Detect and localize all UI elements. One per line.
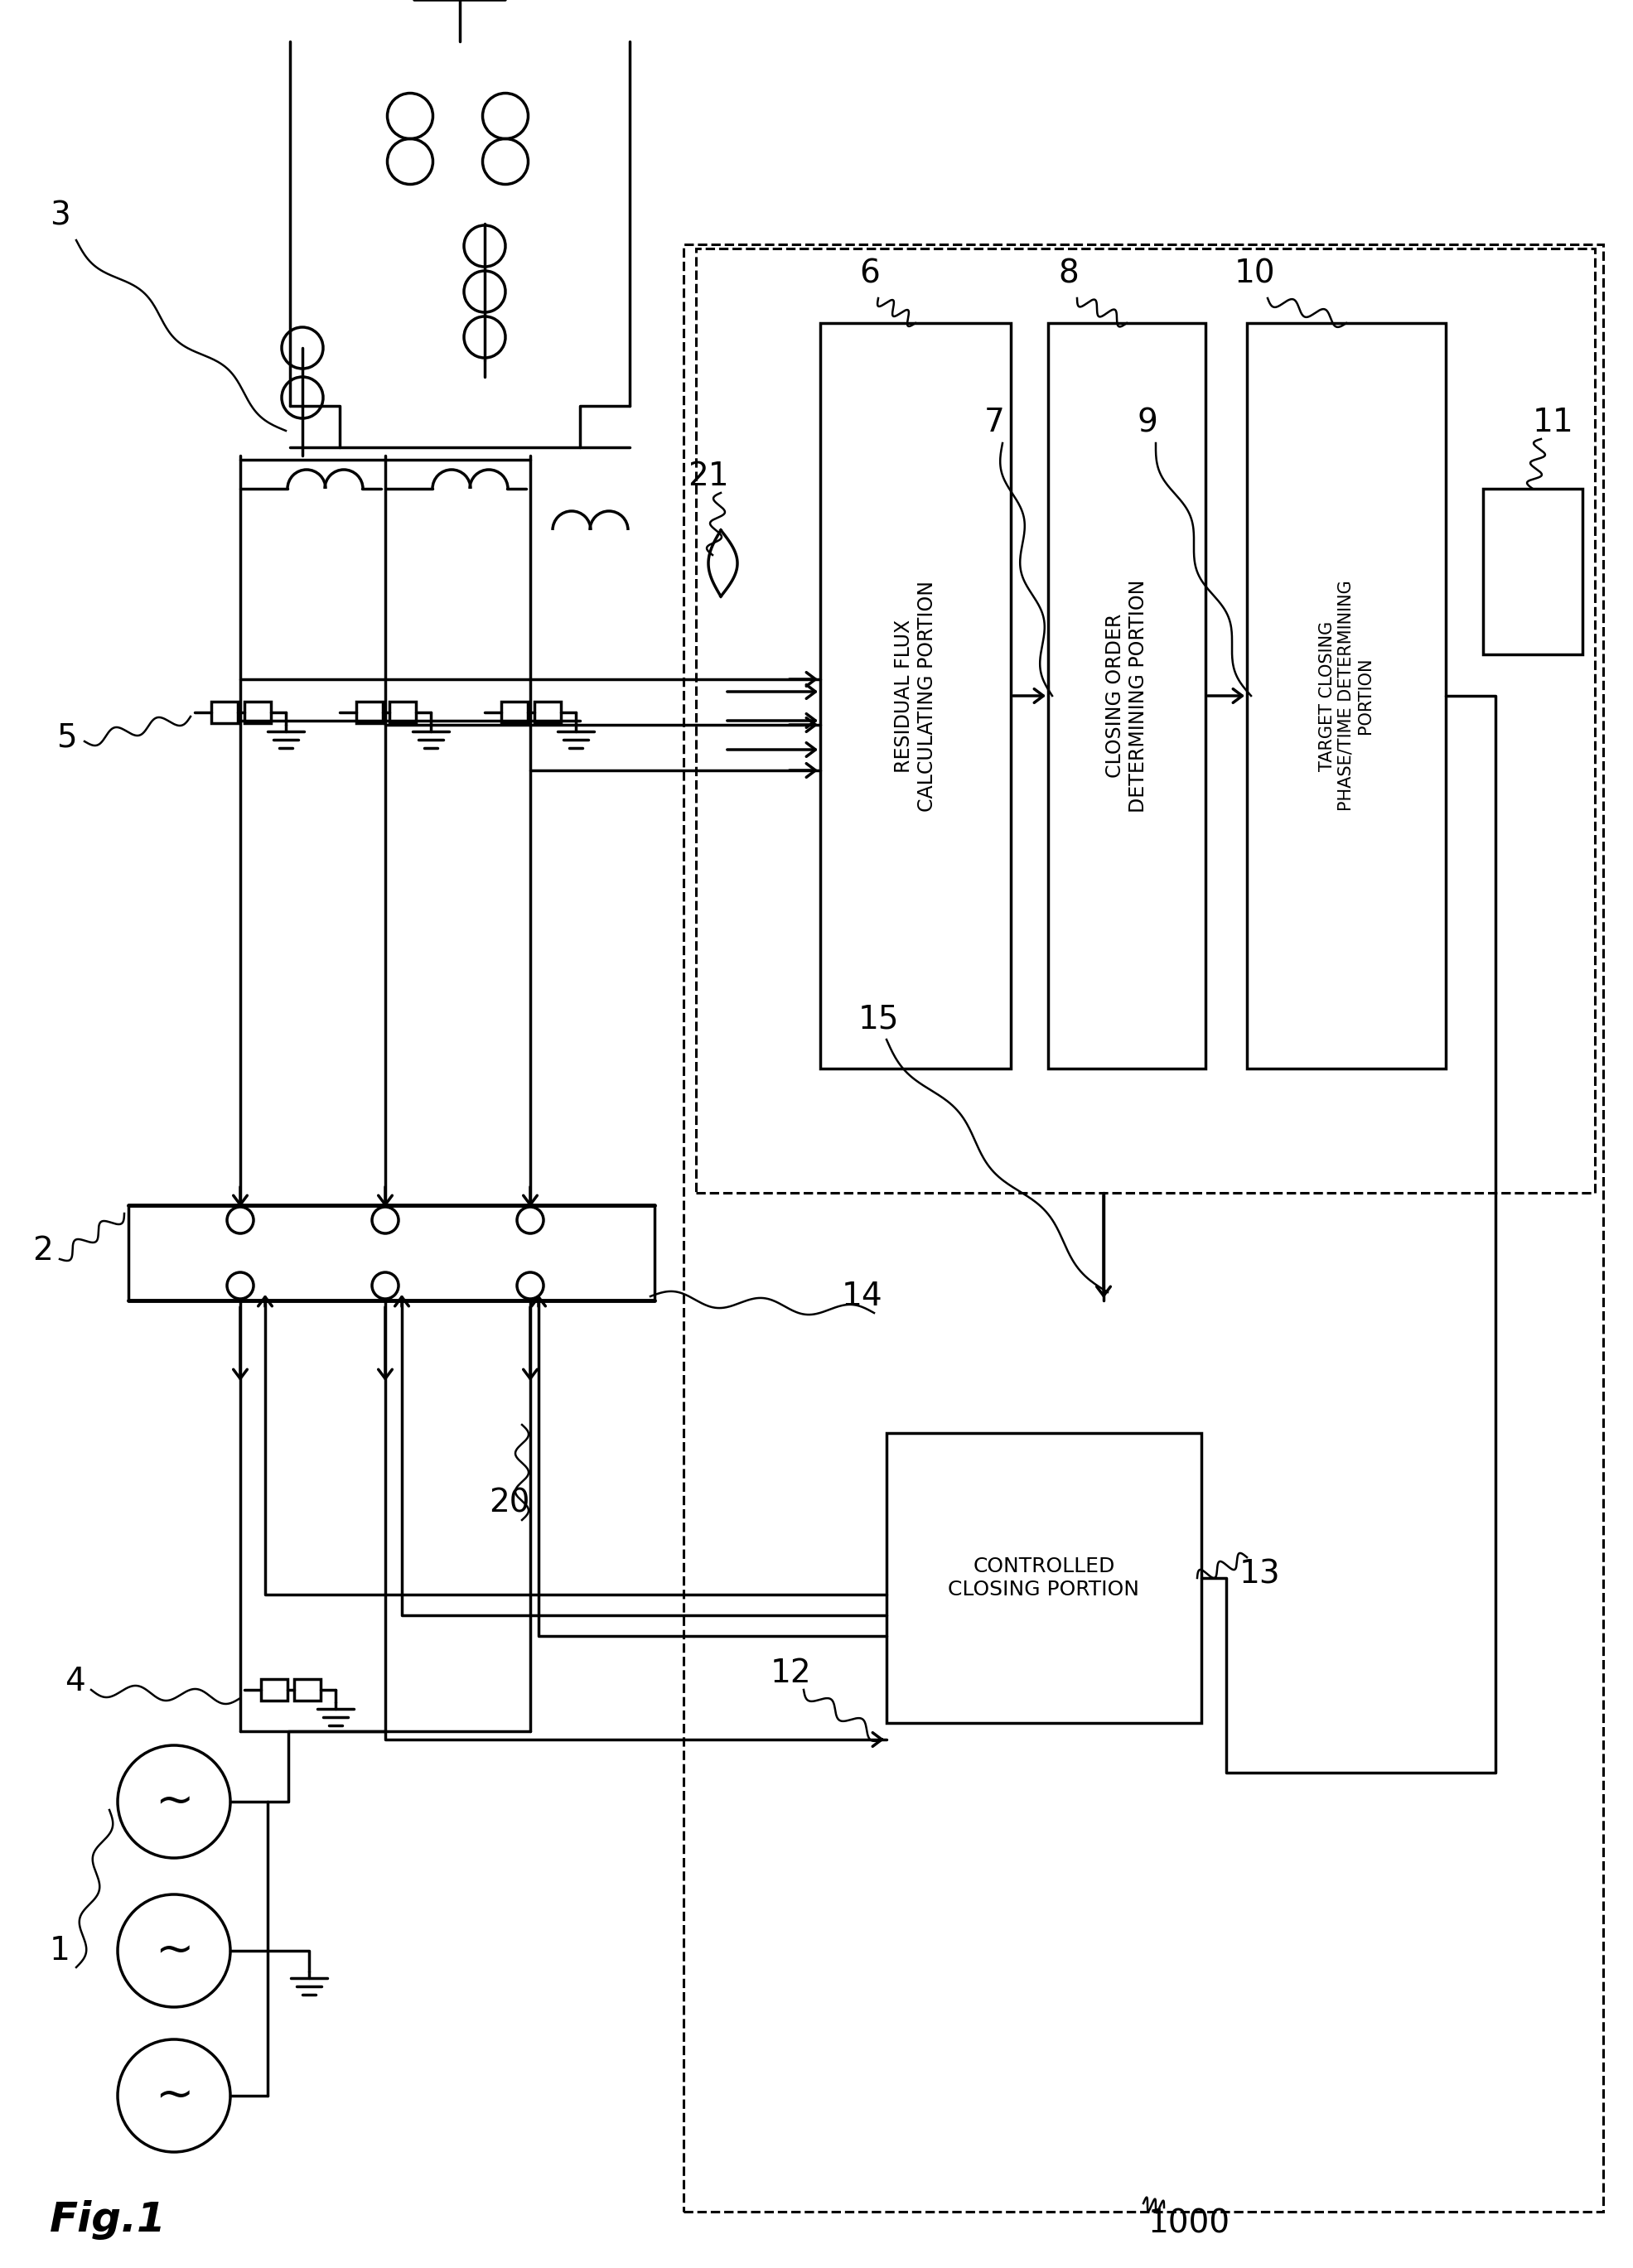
Bar [1048,322,1205,1068]
Bar [1483,488,1582,655]
Bar [261,1678,287,1701]
Text: ~: ~ [155,2073,193,2118]
Circle shape [518,1272,544,1300]
Text: CLOSING ORDER
DETERMINING PORTION: CLOSING ORDER DETERMINING PORTION [1106,578,1148,812]
Text: 11: 11 [1533,406,1574,438]
Text: 6: 6 [859,259,880,288]
Text: 9: 9 [1137,406,1158,438]
Bar [389,701,416,723]
Text: 5: 5 [56,721,77,753]
Bar [211,701,238,723]
Text: 2: 2 [33,1236,54,1266]
Bar [820,322,1011,1068]
Text: 14: 14 [841,1281,882,1313]
Bar [356,701,382,723]
Text: 1000: 1000 [1148,2209,1230,2241]
Circle shape [118,2039,230,2152]
Text: 20: 20 [488,1488,531,1520]
Text: 7: 7 [985,406,1004,438]
Circle shape [518,1207,544,1234]
Text: 21: 21 [687,460,728,492]
Circle shape [372,1207,398,1234]
Text: 10: 10 [1235,259,1275,288]
Text: 12: 12 [771,1658,812,1690]
Text: 4: 4 [64,1665,85,1696]
Circle shape [118,1746,230,1857]
Bar [684,245,1604,2211]
Bar [534,701,560,723]
Bar [887,1433,1202,1724]
Text: ~: ~ [155,1928,193,1973]
Bar [1248,322,1445,1068]
Text: 1: 1 [49,1935,70,1966]
Text: RESIDUAL FLUX
CALCULATING PORTION: RESIDUAL FLUX CALCULATING PORTION [893,581,937,812]
Bar [294,1678,320,1701]
Bar [696,249,1595,1193]
Text: 13: 13 [1239,1558,1280,1590]
Circle shape [227,1207,253,1234]
Text: 3: 3 [49,200,70,231]
Bar [245,701,271,723]
Text: Fig.1: Fig.1 [49,2200,167,2241]
Circle shape [227,1272,253,1300]
Bar [501,701,527,723]
Text: TARGET CLOSING
PHASE/TIME DETERMINING
PORTION: TARGET CLOSING PHASE/TIME DETERMINING PO… [1319,581,1373,812]
Text: 8: 8 [1058,259,1079,288]
Text: ~: ~ [155,1780,193,1823]
Text: 15: 15 [857,1002,898,1034]
Text: CONTROLLED
CLOSING PORTION: CONTROLLED CLOSING PORTION [949,1556,1140,1599]
Circle shape [118,1894,230,2007]
Circle shape [372,1272,398,1300]
